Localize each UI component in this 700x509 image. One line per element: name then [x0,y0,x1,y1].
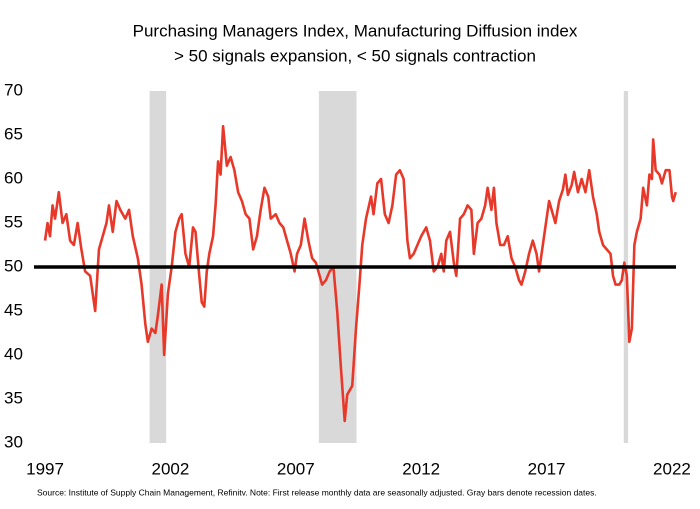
y-tick-label: 30 [4,432,23,451]
y-tick-label: 40 [4,344,23,363]
y-tick-label: 45 [4,300,23,319]
x-tick-label: 2007 [277,459,315,478]
y-tick-label: 35 [4,388,23,407]
chart-title: Purchasing Managers Index, Manufacturing… [133,21,578,40]
x-tick-label: 2002 [152,459,190,478]
y-tick-label: 65 [4,124,23,143]
x-tick-label: 2017 [528,459,566,478]
y-tick-label: 60 [4,168,23,187]
x-tick-label: 1997 [26,459,64,478]
y-tick-label: 50 [4,256,23,275]
pmi-line [43,124,677,423]
source-note: Source: Institute of Supply Chain Manage… [37,487,597,497]
y-tick-label: 70 [4,80,23,99]
x-tick-label: 2022 [653,459,691,478]
x-tick-label: 2012 [402,459,440,478]
chart-subtitle: > 50 signals expansion, < 50 signals con… [174,46,536,65]
y-tick-label: 55 [4,212,23,231]
